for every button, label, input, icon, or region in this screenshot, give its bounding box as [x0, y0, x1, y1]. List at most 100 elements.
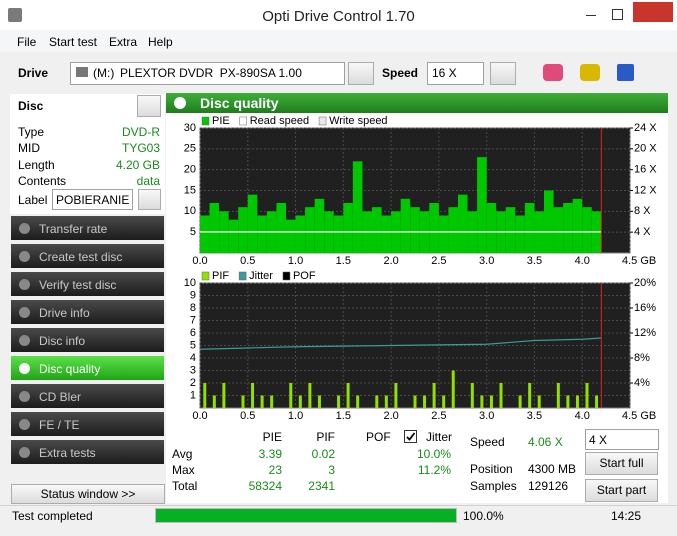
- y-tick-label: 5: [190, 339, 196, 351]
- start-full-button[interactable]: Start full: [585, 452, 658, 475]
- status-window-button[interactable]: Status window >>: [11, 484, 165, 504]
- save-button[interactable]: [617, 64, 634, 81]
- menu-item[interactable]: File: [17, 35, 37, 49]
- y2-tick-label: 20%: [634, 277, 656, 289]
- bar: [544, 190, 554, 253]
- menu-bar: [0, 30, 677, 52]
- legend-label: PIF: [212, 270, 229, 282]
- legend-label: PIE: [212, 115, 230, 127]
- row-label: Total: [172, 479, 198, 493]
- bar: [518, 395, 522, 408]
- y-tick-label: 1: [190, 389, 196, 401]
- bar: [305, 207, 315, 253]
- result-header: PIE: [262, 430, 282, 444]
- label-value: POBIERANIE: [56, 193, 130, 207]
- bar: [200, 215, 210, 253]
- minimize-button[interactable]: [586, 15, 596, 16]
- menu-item[interactable]: Start test: [49, 35, 98, 49]
- result-value: 3.39: [258, 447, 282, 461]
- bar: [448, 207, 458, 253]
- sidebar-item[interactable]: Create test disc: [11, 244, 164, 270]
- sidebar-item[interactable]: Disc info: [11, 328, 164, 354]
- label-button[interactable]: [138, 189, 161, 210]
- bar: [346, 383, 350, 408]
- disc-key: Type: [18, 125, 45, 139]
- y2-tick-label: 4 X: [634, 226, 651, 238]
- disc-refresh[interactable]: [137, 95, 161, 117]
- sidebar-item[interactable]: CD Bler: [11, 384, 164, 410]
- row-label: Max: [172, 463, 195, 477]
- disc-key: Label: [18, 193, 48, 207]
- bar: [286, 219, 296, 253]
- x-tick-label: 1.5: [336, 410, 351, 422]
- legend-swatch: [318, 116, 327, 126]
- x-tick-label: 4.5 GB: [622, 255, 656, 267]
- x-tick-label: 1.0: [288, 410, 303, 422]
- y-tick-label: 3: [190, 364, 196, 376]
- legend-swatch: [282, 271, 291, 281]
- bar: [241, 395, 245, 408]
- x-tick-label: 0.0: [192, 410, 207, 422]
- sidebar-item[interactable]: Drive info: [11, 300, 164, 326]
- bar: [515, 215, 525, 253]
- result-value: 10.0%: [416, 447, 451, 461]
- result-value: 58324: [248, 479, 282, 493]
- start-part-button[interactable]: Start part: [585, 479, 658, 502]
- bar: [238, 207, 248, 253]
- bar: [317, 395, 321, 408]
- result-value: 2341: [308, 479, 335, 493]
- x-tick-label: 1.0: [288, 255, 303, 267]
- result-value: 23: [268, 463, 282, 477]
- bar: [247, 194, 258, 253]
- sidebar-icon: [19, 419, 30, 430]
- bar: [298, 395, 302, 408]
- eject-button[interactable]: [348, 62, 374, 85]
- close-button[interactable]: [633, 2, 673, 22]
- test-speed-select[interactable]: [585, 429, 659, 450]
- bar: [595, 395, 599, 408]
- y-tick-label: 7: [190, 314, 196, 326]
- sidebar-item[interactable]: Extra tests: [11, 440, 164, 466]
- bar: [575, 395, 579, 408]
- sidebar-item[interactable]: FE / TE: [11, 412, 164, 438]
- x-tick-label: 4.5 GB: [622, 410, 656, 422]
- y-tick-label: 2: [190, 377, 196, 389]
- jitter-checkbox[interactable]: [404, 430, 417, 443]
- sidebar-item[interactable]: Transfer rate: [11, 216, 164, 242]
- label-input[interactable]: [52, 189, 133, 210]
- row-label: Avg: [172, 447, 193, 461]
- bar: [295, 215, 306, 253]
- y2-tick-label: 8%: [634, 352, 650, 364]
- erase-button[interactable]: [543, 64, 563, 81]
- y2-tick-label: 8 X: [634, 205, 651, 217]
- bar: [556, 383, 560, 408]
- y-tick-label: 5: [190, 226, 196, 238]
- bar: [251, 383, 255, 408]
- sidebar-item[interactable]: Disc quality: [11, 356, 164, 382]
- bar: [228, 219, 239, 253]
- bar: [572, 198, 583, 253]
- legend-swatch: [239, 116, 247, 126]
- speed-select[interactable]: [427, 62, 484, 85]
- bar: [381, 215, 392, 253]
- charts: 0.0 0.5 1.0 1.5 2.0 2.5 3.0 3.5 4.0 4.5 GB5101520…: [184, 115, 658, 422]
- x-tick-label: 3.5: [527, 255, 542, 267]
- disc-value: DVD-R: [122, 125, 160, 139]
- window-title: Opti Drive Control 1.70: [262, 8, 415, 25]
- bar: [394, 383, 398, 408]
- options-button[interactable]: [580, 64, 600, 81]
- x-tick-label: 2.0: [383, 255, 398, 267]
- test-speed-value: 4 X: [589, 433, 608, 447]
- samples-label: Samples: [470, 479, 517, 493]
- maximize-button[interactable]: [612, 9, 623, 20]
- refresh-button[interactable]: [490, 62, 516, 85]
- drive-label: Drive: [18, 66, 49, 80]
- series-line: [199, 337, 602, 350]
- result-value: 11.2%: [417, 463, 451, 477]
- drive-select[interactable]: [70, 62, 345, 85]
- sidebar-item[interactable]: Verify test disc: [11, 272, 164, 298]
- menu-item[interactable]: Help: [148, 35, 173, 49]
- menu-item[interactable]: Extra: [109, 35, 138, 49]
- bar: [470, 383, 474, 408]
